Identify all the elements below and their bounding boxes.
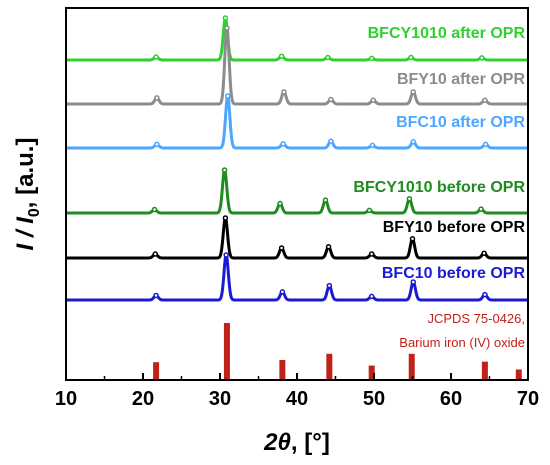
series-label: BFCY1010 after OPR <box>368 25 526 42</box>
series-layer: BFCY1010 after OPR BFY10 after OPR BFC10 a… <box>64 15 530 302</box>
data-point <box>154 141 160 148</box>
series-1: BFCY1010 after OPR <box>64 15 530 62</box>
series-2: BFY10 after OPR <box>64 25 530 106</box>
data-point <box>409 236 416 242</box>
x-tick-label: 50 <box>363 388 385 410</box>
data-point <box>325 244 332 250</box>
data-point <box>410 89 417 95</box>
x-axis-title: 2θ, [°] <box>263 429 330 456</box>
y-axis-title-sub: 0 <box>26 208 43 217</box>
reference-label-line2: Barium iron (IV) oxide <box>399 335 525 350</box>
reference-bar <box>515 369 522 379</box>
data-point <box>221 167 228 173</box>
y-axis-title: I / I0, [a.u.] <box>12 138 43 251</box>
series-label: BFY10 after OPR <box>397 71 525 88</box>
data-point <box>152 251 159 257</box>
data-point <box>325 54 331 61</box>
series-label: BFC10 after OPR <box>396 114 525 131</box>
data-point <box>482 291 488 298</box>
data-point <box>406 196 413 202</box>
reference-bar <box>153 362 160 379</box>
data-point <box>326 282 333 289</box>
data-point <box>278 53 285 59</box>
series-4: BFCY1010 before OPR <box>64 167 530 215</box>
data-point <box>408 54 414 61</box>
data-point <box>278 245 285 251</box>
series-3: BFC10 after OPR <box>64 93 530 150</box>
x-tick-label: 60 <box>440 388 462 410</box>
series-line <box>64 253 530 302</box>
data-point <box>281 89 287 95</box>
data-point <box>151 206 158 213</box>
reference-label-line1: JCPDS 75-0426, <box>427 311 525 326</box>
data-point <box>368 55 375 62</box>
reference-bars <box>153 323 522 379</box>
data-point <box>224 25 230 31</box>
series-label: BFY10 before OPR <box>383 219 526 236</box>
data-point <box>222 215 229 221</box>
reference-bar <box>326 353 333 379</box>
x-tick-label: 20 <box>132 388 154 410</box>
data-point <box>328 138 334 144</box>
data-point <box>279 289 286 295</box>
series-6: BFC10 before OPR <box>64 252 530 302</box>
x-tick-label: 30 <box>209 388 231 410</box>
data-point <box>370 97 376 103</box>
data-point <box>369 142 376 149</box>
reference-bar <box>279 359 286 379</box>
series-line <box>64 94 530 150</box>
series-5: BFY10 before OPR <box>64 215 530 260</box>
y-axis-title-unit: , [a.u.] <box>12 138 39 209</box>
series-label: BFCY1010 before OPR <box>353 179 525 196</box>
reference-bar <box>408 353 415 379</box>
series-line <box>64 16 530 62</box>
series-line <box>64 168 530 215</box>
data-point <box>478 206 484 212</box>
data-point <box>154 95 160 101</box>
series-label: BFC10 before OPR <box>382 265 526 282</box>
data-point <box>410 139 417 145</box>
data-point <box>223 252 229 258</box>
data-point <box>153 54 159 60</box>
data-point <box>153 292 159 299</box>
data-point <box>366 207 373 214</box>
data-point <box>482 141 489 148</box>
data-point <box>479 55 485 61</box>
data-point <box>410 279 417 285</box>
y-axis-title-main: I / I <box>12 216 39 251</box>
series-line <box>64 26 530 106</box>
data-point <box>280 141 286 147</box>
data-point <box>277 200 283 207</box>
series-line <box>64 216 530 260</box>
x-axis-title-symbol: 2θ <box>263 429 291 456</box>
x-axis-title-unit: , [°] <box>291 429 330 456</box>
data-point <box>482 97 488 103</box>
reference-bar <box>481 361 488 379</box>
data-point <box>481 250 487 256</box>
data-point <box>322 197 329 203</box>
data-point <box>368 251 375 257</box>
data-point <box>368 293 375 300</box>
data-point <box>222 15 229 21</box>
x-tick-label: 10 <box>55 388 77 410</box>
reference-bar <box>223 323 230 379</box>
x-axis: 10 20 30 40 50 60 70 <box>55 373 539 410</box>
reference-bar <box>368 365 375 379</box>
data-point <box>224 93 231 99</box>
x-tick-label: 70 <box>517 388 539 410</box>
data-point <box>328 96 334 103</box>
x-tick-label: 40 <box>286 388 308 410</box>
